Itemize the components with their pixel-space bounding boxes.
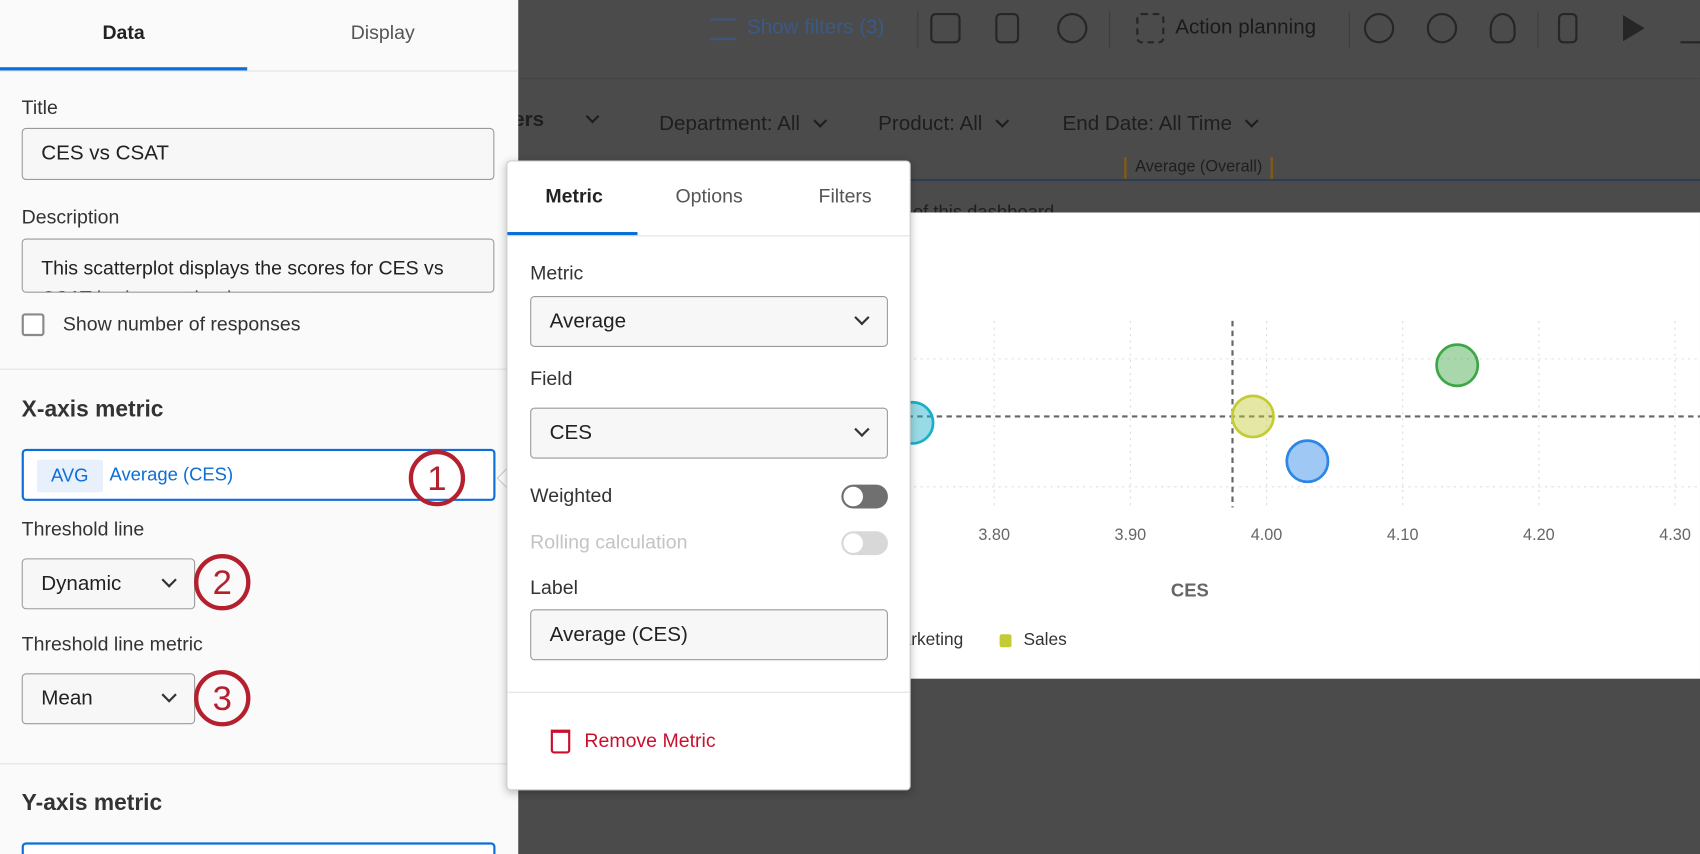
chevron-down-icon (995, 113, 1010, 128)
avg-chip: AVG (36, 459, 103, 493)
product-filter[interactable]: Product: All (878, 113, 1010, 137)
chevron-down-icon (161, 572, 177, 588)
label-label: Label (530, 576, 578, 599)
gear-icon[interactable] (1057, 13, 1088, 44)
data-point (907, 400, 935, 445)
rolling-calculation-toggle[interactable] (841, 531, 888, 556)
threshold-line-label: Threshold line (21, 518, 145, 540)
title-label: Title (21, 96, 58, 119)
play-icon[interactable] (1623, 15, 1645, 42)
x-tick-label: 4.10 (1387, 526, 1419, 544)
x-tick-label: 3.90 (1115, 526, 1147, 544)
data-point (1285, 439, 1330, 484)
remove-metric-button[interactable]: Remove Metric (584, 729, 716, 752)
iq-text-search-icon[interactable] (1363, 13, 1395, 44)
x-tick-label: 3.80 (978, 526, 1010, 544)
department-filter[interactable]: Department: All (659, 113, 827, 137)
data-point (1230, 394, 1275, 439)
metric-select[interactable]: Average (530, 295, 888, 347)
scatter-chart: 3.80 3.90 4.00 4.10 4.20 4.30 (907, 320, 1700, 544)
widget-edit-panel: Data Display Title CES vs CSAT Descripti… (0, 0, 519, 854)
weighted-toggle[interactable] (841, 484, 888, 509)
show-responses-label: Show number of responses (62, 313, 301, 336)
x-axis-title: CES (1170, 580, 1209, 601)
callout-1: 1 (408, 449, 466, 507)
threshold-line-select[interactable]: Dynamic (21, 558, 196, 610)
x-tick-label: 4.00 (1251, 526, 1283, 544)
scatter-chart-card (907, 212, 1700, 679)
download-icon[interactable] (1680, 15, 1700, 44)
edit-icon[interactable] (930, 13, 961, 44)
overall-average-label: Average (Overall) (1124, 157, 1274, 179)
tab-display[interactable]: Display (350, 21, 415, 44)
filter-sliders-icon (710, 18, 737, 41)
x-axis-heading: X-axis metric (21, 396, 164, 422)
checkbox-show-responses[interactable] (21, 313, 45, 337)
end-date-filter[interactable]: End Date: All Time (1062, 113, 1259, 137)
data-point (1435, 343, 1480, 388)
show-filters-button[interactable]: Show filters (3) (747, 16, 885, 40)
title-input[interactable]: CES vs CSAT (21, 127, 495, 180)
chevron-down-icon (161, 687, 177, 703)
tab-options[interactable]: Options (675, 185, 743, 208)
field-select[interactable]: CES (530, 407, 888, 459)
threshold-metric-label: Threshold line metric (21, 633, 203, 655)
chevron-down-icon (813, 113, 827, 128)
y-axis-heading: Y-axis metric (21, 790, 163, 816)
metric-popover: Metric Options Filters Metric Average Fi… (506, 160, 911, 791)
lightbulb-icon[interactable] (1489, 13, 1516, 44)
description-textarea[interactable]: This scatterplot displays the scores for… (21, 238, 495, 293)
chevron-down-icon (1245, 113, 1259, 128)
threshold-metric-select[interactable]: Mean (21, 673, 196, 725)
y-axis-metric-selector[interactable] (21, 842, 496, 854)
trash-icon[interactable] (550, 729, 571, 754)
rolling-calculation-label: Rolling calculation (530, 531, 688, 553)
tab-metric[interactable]: Metric (545, 185, 603, 208)
x-tick-label: 4.30 (1659, 526, 1691, 544)
tab-filters[interactable]: Filters (818, 185, 872, 208)
legend-item-marketing: larketing (897, 630, 964, 650)
chevron-down-icon (854, 309, 870, 326)
legend-item-sales: Sales (1023, 630, 1067, 650)
field-label: Field (530, 367, 573, 390)
callout-3: 3 (194, 670, 251, 727)
action-planning-button[interactable]: Action planning (1175, 16, 1317, 40)
callout-2: 2 (194, 554, 251, 611)
x-metric-label: Average (CES) (109, 464, 234, 485)
mobile-icon[interactable] (1557, 13, 1578, 44)
chevron-down-icon (854, 421, 870, 438)
tab-data[interactable]: Data (0, 0, 248, 71)
weighted-label: Weighted (530, 484, 613, 507)
action-planning-icon (1136, 13, 1165, 44)
label-input[interactable]: Average (CES) (530, 609, 888, 661)
iq-chart-search-icon[interactable] (1426, 13, 1458, 44)
legend-swatch-sales (999, 634, 1012, 648)
x-tick-label: 4.20 (1523, 526, 1555, 544)
description-label: Description (21, 205, 120, 228)
chevron-down-icon (585, 109, 600, 124)
insights-bulb-icon[interactable] (995, 13, 1020, 44)
metric-label: Metric (530, 262, 584, 285)
filters-dropdown[interactable]: ters (506, 108, 600, 132)
